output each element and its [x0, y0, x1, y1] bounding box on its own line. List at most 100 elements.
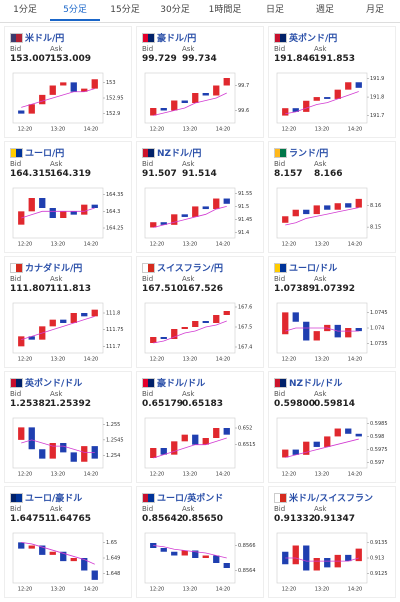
candle	[81, 446, 88, 462]
candle	[355, 433, 362, 437]
candle	[324, 558, 331, 568]
rate-panel[interactable]: ユーロ/英ポンド Bid Ask 0.85642 0.85650 0.8566 0.8564…	[136, 486, 264, 598]
rate-panel[interactable]: 米ドル/円 Bid Ask 153.007 153.009 152.95 153 152.9 1…	[4, 26, 132, 138]
y-tick-label: 1.649	[106, 556, 120, 562]
x-tick-label: 12:20	[282, 472, 296, 478]
y-tick-label: 164.35	[106, 192, 124, 198]
rate-panel[interactable]: NZドル/ドル Bid Ask 0.59800 0.59814 0.5985 0.598 0.…	[268, 371, 396, 483]
flag-icon	[10, 33, 23, 43]
pair-name[interactable]: 米ドル/スイスフラン	[289, 494, 374, 504]
bid-value: 167.510	[142, 284, 183, 294]
rate-panel[interactable]: カナダドル/円 Bid Ask 111.807 111.813 111.8 111.75 11…	[4, 256, 132, 368]
rate-panel[interactable]: 豪ドル/ドル Bid Ask 0.65179 0.65183 0.652 0.6515 12:…	[136, 371, 264, 483]
moving-average	[21, 315, 95, 341]
candle	[345, 203, 352, 208]
bid-label: Bid	[10, 160, 22, 168]
bid-value: 0.91332	[274, 514, 315, 524]
rate-panel[interactable]: ランド/円 Bid Ask 8.157 8.166 8.16 8.15 12:20 13:20 1…	[268, 141, 396, 253]
timeframe-tab[interactable]: 日足	[265, 5, 284, 15]
pair-name[interactable]: 英ポンド/円	[289, 34, 338, 44]
x-tick-label: 12:20	[18, 127, 32, 133]
ask-label: Ask	[314, 160, 327, 168]
candle	[60, 82, 67, 86]
x-tick-label: 12:20	[282, 127, 296, 133]
pair-name[interactable]: ランド/円	[289, 149, 329, 159]
ask-label: Ask	[314, 390, 327, 398]
bid-value: 8.157	[274, 169, 303, 179]
x-tick-label: 14:20	[348, 127, 362, 133]
y-tick-label: 111.7	[106, 344, 120, 350]
y-tick-label: 0.9125	[370, 571, 388, 577]
bid-value: 153.007	[10, 54, 51, 64]
candle	[160, 448, 167, 455]
y-tick-label: 1.65	[106, 540, 117, 546]
rate-panel[interactable]: 英ポンド/ドル Bid Ask 1.25382 1.25392 1.255 1.2545 1.…	[4, 371, 132, 483]
rate-panel[interactable]: 米ドル/スイスフラン Bid Ask 0.91332 0.91347 0.9135 0.91…	[268, 486, 396, 598]
x-tick-label: 13:20	[315, 127, 329, 133]
timeframe-tab[interactable]: 月足	[365, 5, 384, 15]
timeframe-tab[interactable]: 週足	[315, 5, 334, 15]
pair-name[interactable]: ユーロ/ドル	[289, 264, 338, 274]
rate-panel[interactable]: ユーロ/円 Bid Ask 164.315 164.319 164.35 164.3 164.…	[4, 141, 132, 253]
rate-panel[interactable]: 豪ドル/円 Bid Ask 99.729 99.734 99.7 99.6 12:20 13:2…	[136, 26, 264, 138]
x-tick-label: 12:20	[18, 587, 32, 593]
candle	[28, 104, 35, 114]
candle	[28, 427, 35, 450]
pair-name[interactable]: ユーロ/円	[25, 149, 65, 159]
rate-panel[interactable]: NZドル/円 Bid Ask 91.507 91.514 91.55 91.5 91.45 91…	[136, 141, 264, 253]
rate-panel[interactable]: スイスフラン/円 Bid Ask 167.510 167.526 167.6 167.5 16…	[136, 256, 264, 368]
pair-name[interactable]: スイスフラン/円	[157, 264, 224, 274]
pair-name[interactable]: 豪ドル/ドル	[157, 379, 206, 389]
bid-value: 91.507	[142, 169, 177, 179]
rate-panel[interactable]: ユーロ/豪ドル Bid Ask 1.64751 1.64765 1.65 1.649 1.64…	[4, 486, 132, 598]
ask-value: 1.25392	[50, 399, 91, 409]
pair-name[interactable]: NZドル/ドル	[289, 379, 343, 389]
y-tick-label: 0.8564	[238, 568, 256, 574]
candle	[355, 328, 362, 332]
candle	[345, 554, 352, 562]
plot-frame	[144, 72, 236, 124]
pair-name[interactable]: ユーロ/豪ドル	[25, 494, 83, 504]
x-tick-label: 13:20	[51, 472, 65, 478]
candle	[171, 214, 178, 225]
ask-label: Ask	[182, 390, 195, 398]
candle	[355, 82, 362, 88]
pair-name[interactable]: 米ドル/円	[25, 34, 65, 44]
candle	[160, 222, 167, 225]
pair-name[interactable]: カナダドル/円	[25, 264, 83, 274]
bid-value: 164.315	[10, 169, 51, 179]
candle	[213, 85, 220, 96]
moving-average	[153, 320, 227, 344]
candle	[28, 198, 35, 212]
ask-label: Ask	[50, 505, 63, 513]
candle	[192, 321, 199, 327]
timeframe-tab[interactable]: 1分足	[13, 5, 37, 15]
rate-panel[interactable]: ユーロ/ドル Bid Ask 1.07389 1.07392 1.0745 1.074 1.0…	[268, 256, 396, 368]
mini-chart: 1.0745 1.074 1.0735 12:20 13:20 14:20	[276, 302, 388, 363]
candle	[223, 198, 230, 204]
timeframe-tab[interactable]: 5分足	[50, 0, 100, 21]
y-tick-label: 99.6	[238, 108, 249, 114]
ask-value: 111.813	[50, 284, 91, 294]
mini-chart: 0.9135 0.913 0.9125 12:20 13:20 14:20	[276, 532, 388, 593]
timeframe-tab[interactable]: 30分足	[160, 5, 190, 15]
y-tick-label: 1.648	[106, 571, 120, 577]
bid-label: Bid	[274, 160, 286, 168]
candle	[181, 550, 188, 556]
plot-frame	[276, 417, 368, 469]
y-tick-label: 0.598	[370, 434, 384, 440]
candle	[81, 313, 88, 317]
rate-panel[interactable]: 英ポンド/円 Bid Ask 191.846 191.853 191.9 191.8 191.…	[268, 26, 396, 138]
timeframe-tab[interactable]: 15分足	[110, 5, 140, 15]
pair-name[interactable]: NZドル/円	[157, 149, 202, 159]
pair-name[interactable]: 豪ドル/円	[157, 34, 197, 44]
bid-label: Bid	[142, 390, 154, 398]
pair-name[interactable]: 英ポンド/ドル	[25, 379, 83, 389]
pair-name[interactable]: ユーロ/英ポンド	[157, 494, 224, 504]
candle	[282, 312, 289, 335]
y-tick-label: 91.45	[238, 217, 252, 223]
x-tick-label: 12:20	[18, 357, 32, 363]
timeframe-tab[interactable]: 1時間足	[208, 5, 242, 15]
candle	[202, 206, 209, 210]
